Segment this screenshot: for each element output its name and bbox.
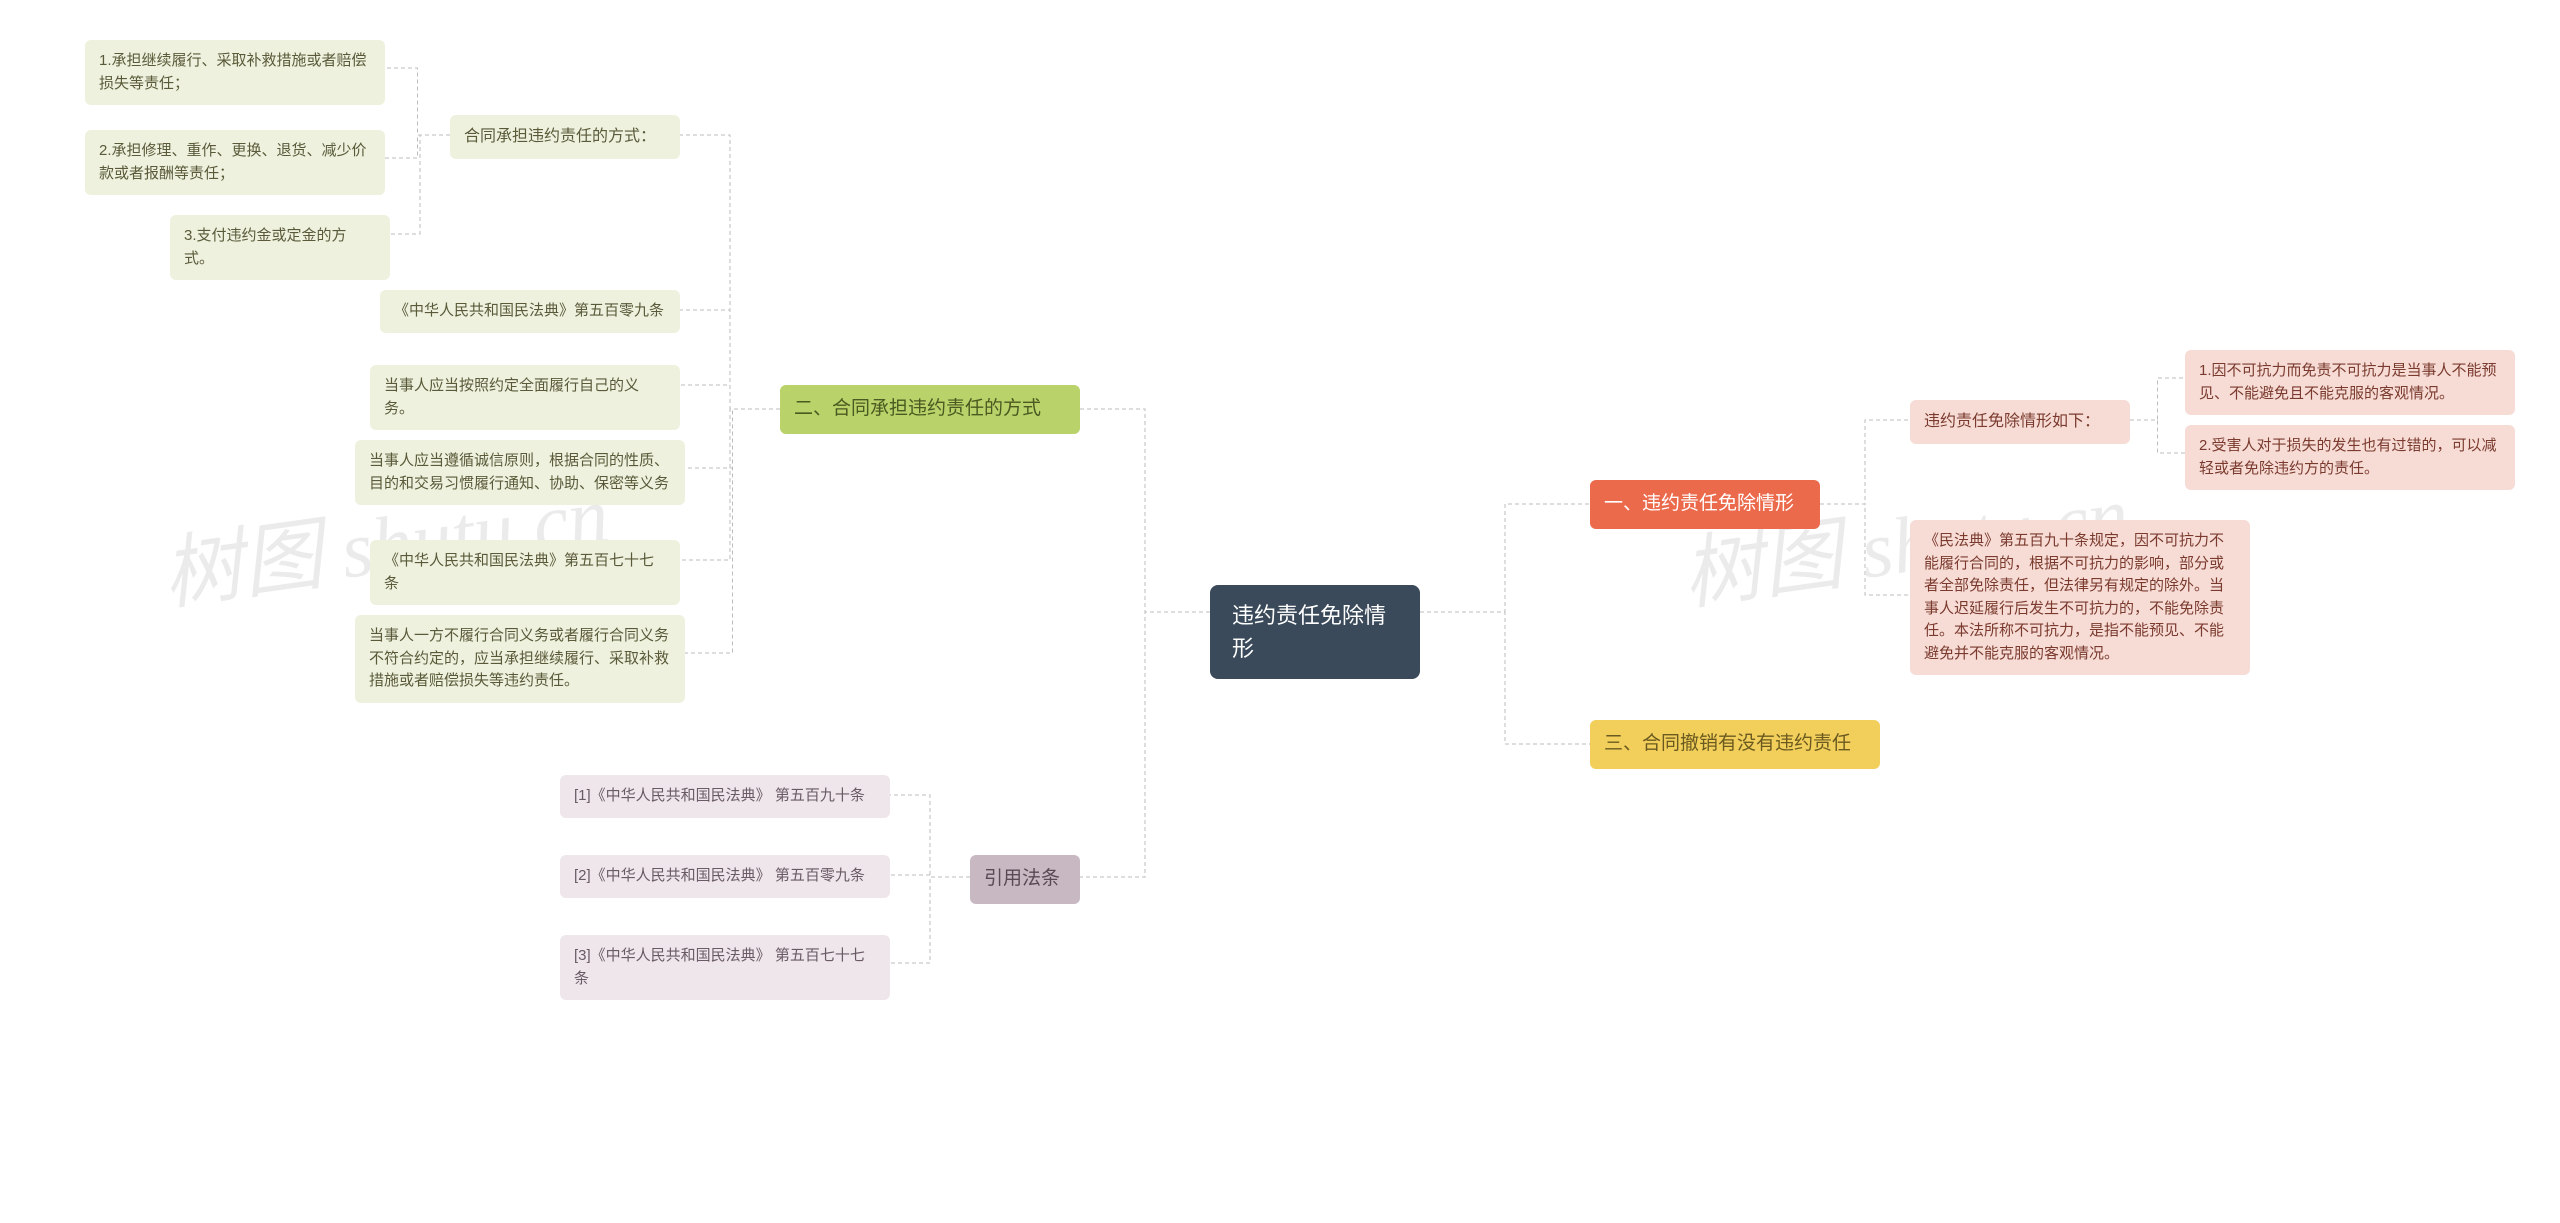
branch-exemption[interactable]: 一、违约责任免除情形 <box>1590 480 1820 529</box>
branch-cited-law[interactable]: 引用法条 <box>970 855 1080 904</box>
node-exemption-list[interactable]: 违约责任免除情形如下： <box>1910 400 2130 444</box>
leaf-method-1[interactable]: 1.承担继续履行、采取补救措施或者赔偿损失等责任； <box>85 40 385 105</box>
leaf-code-577[interactable]: 《中华人民共和国民法典》第五百七十七条 <box>370 540 680 605</box>
leaf-civil-code-590[interactable]: 《民法典》第五百九十条规定，因不可抗力不能履行合同的，根据不可抗力的影响，部分或… <box>1910 520 2250 675</box>
leaf-breach-remedy[interactable]: 当事人一方不履行合同义务或者履行合同义务不符合约定的，应当承担继续履行、采取补救… <box>355 615 685 703</box>
leaf-method-2[interactable]: 2.承担修理、重作、更换、退货、减少价款或者报酬等责任； <box>85 130 385 195</box>
leaf-good-faith[interactable]: 当事人应当遵循诚信原则，根据合同的性质、目的和交易习惯履行通知、协助、保密等义务 <box>355 440 685 505</box>
leaf-method-3[interactable]: 3.支付违约金或定金的方式。 <box>170 215 390 280</box>
leaf-victim-fault[interactable]: 2.受害人对于损失的发生也有过错的，可以减轻或者免除违约方的责任。 <box>2185 425 2515 490</box>
leaf-cite-509[interactable]: [2]《中华人民共和国民法典》 第五百零九条 <box>560 855 890 898</box>
leaf-perform-duty[interactable]: 当事人应当按照约定全面履行自己的义务。 <box>370 365 680 430</box>
node-methods-list[interactable]: 合同承担违约责任的方式： <box>450 115 680 159</box>
leaf-force-majeure[interactable]: 1.因不可抗力而免责不可抗力是当事人不能预见、不能避免且不能克服的客观情况。 <box>2185 350 2515 415</box>
leaf-cite-590[interactable]: [1]《中华人民共和国民法典》 第五百九十条 <box>560 775 890 818</box>
mindmap-root[interactable]: 违约责任免除情形 <box>1210 585 1420 679</box>
branch-rescission[interactable]: 三、合同撤销有没有违约责任 <box>1590 720 1880 769</box>
leaf-cite-577[interactable]: [3]《中华人民共和国民法典》 第五百七十七条 <box>560 935 890 1000</box>
leaf-code-509[interactable]: 《中华人民共和国民法典》第五百零九条 <box>380 290 680 333</box>
branch-liability-methods[interactable]: 二、合同承担违约责任的方式 <box>780 385 1080 434</box>
